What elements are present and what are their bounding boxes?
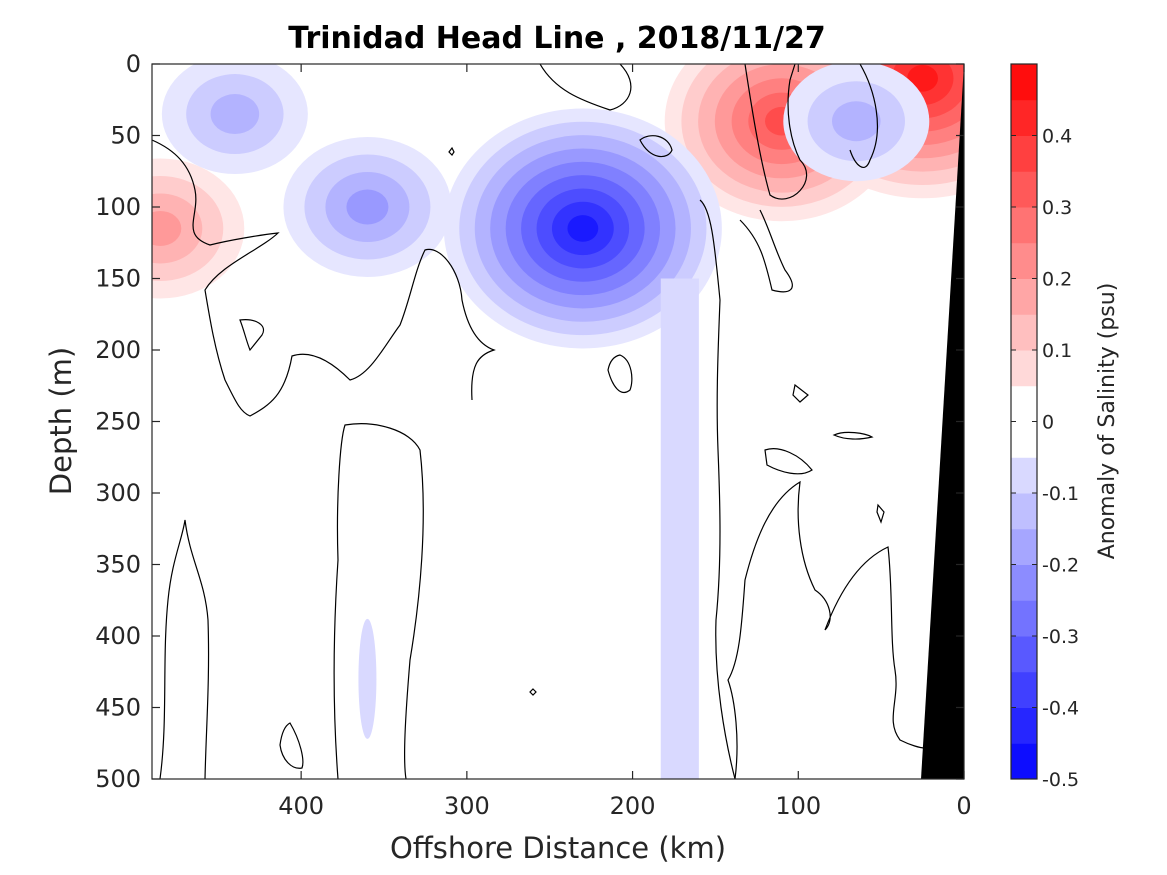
colorbar-band — [1011, 671, 1037, 708]
anomaly-band — [210, 94, 260, 135]
zero-contour — [529, 688, 537, 696]
colorbar-tick-label: -0.5 — [1042, 769, 1079, 791]
colorbar-band — [1011, 493, 1037, 530]
colorbar-band — [1011, 564, 1037, 601]
colorbar-band — [1011, 528, 1037, 565]
y-tick-label: 0 — [126, 50, 141, 78]
colorbar-band — [1011, 207, 1037, 244]
salinity-anomaly-field — [152, 64, 964, 779]
colorbar-band — [1011, 600, 1037, 637]
colorbar-band — [1011, 135, 1037, 172]
colorbar-band — [1011, 64, 1037, 101]
y-axis-label: Depth (m) — [44, 347, 78, 495]
colorbar-tick-label: -0.1 — [1042, 483, 1079, 505]
colorbar-tick-label: 0.3 — [1042, 197, 1072, 219]
x-tick-label: 100 — [775, 792, 821, 820]
y-tick-label: 250 — [95, 408, 141, 436]
bathymetry-seafloor — [921, 64, 964, 779]
y-tick-label: 300 — [95, 479, 141, 507]
y-tick-label: 400 — [95, 622, 141, 650]
y-tick-label: 50 — [110, 122, 141, 150]
zero-contour — [699, 199, 736, 779]
colorbar-band — [1011, 743, 1037, 780]
y-tick-label: 350 — [95, 551, 141, 579]
y-tick-label: 450 — [95, 694, 141, 722]
colorbar-bands — [1011, 64, 1037, 780]
x-axis: 400 300 200 100 0 — [278, 64, 972, 820]
y-tick-label: 100 — [95, 193, 141, 221]
zero-contours — [152, 64, 926, 779]
colorbar-tick-label: 0.4 — [1042, 126, 1072, 148]
colorbar-band — [1011, 278, 1037, 315]
zero-contour — [448, 146, 455, 156]
colorbar-band — [1011, 707, 1037, 744]
y-axis: 0 50 100 150 200 250 300 350 400 450 500 — [95, 50, 964, 793]
x-tick-label: 200 — [610, 792, 656, 820]
y-tick-label: 500 — [95, 765, 141, 793]
colorbar-tick-label: 0.1 — [1042, 340, 1072, 362]
zero-contour — [607, 354, 633, 393]
colorbar-tick-label: -0.2 — [1042, 555, 1079, 577]
colorbar-label: Anomaly of Salinity (psu) — [1095, 283, 1120, 560]
zero-contour — [539, 64, 632, 111]
colorbar-band — [1011, 636, 1037, 673]
colorbar-tick-label: 0.2 — [1042, 269, 1072, 291]
colorbar-ticks: 0.4 0.3 0.2 0.1 0 -0.1 -0.2 -0.3 -0.4 -0.5 — [1011, 126, 1079, 791]
anomaly-band — [907, 65, 938, 92]
colorbar-band — [1011, 242, 1037, 279]
colorbar: 0.4 0.3 0.2 0.1 0 -0.1 -0.2 -0.3 -0.4 -0.5 Anomal… — [1010, 63, 1120, 791]
x-tick-label: 0 — [956, 792, 971, 820]
y-tick-label: 150 — [95, 265, 141, 293]
zero-contour — [739, 209, 793, 293]
zero-contour — [639, 135, 673, 158]
x-axis-label: Offshore Distance (km) — [390, 831, 726, 865]
colorbar-tick-label: -0.4 — [1042, 698, 1079, 720]
zero-contour — [764, 448, 813, 475]
colorbar-tick-label: 0 — [1042, 412, 1054, 434]
colorbar-band — [1011, 385, 1037, 422]
chart-title: Trinidad Head Line , 2018/11/27 — [288, 21, 825, 56]
zero-contour — [849, 64, 879, 168]
zero-contour — [876, 503, 885, 524]
x-tick-label: 300 — [444, 792, 490, 820]
zero-contour — [152, 139, 496, 417]
x-tick-label: 400 — [278, 792, 324, 820]
zero-contour — [792, 383, 809, 403]
zero-contour — [279, 722, 304, 769]
colorbar-tick-label: -0.3 — [1042, 626, 1079, 648]
anomaly-band — [346, 189, 389, 225]
colorbar-band — [1011, 421, 1037, 458]
zero-contour — [832, 431, 874, 440]
zero-contour — [727, 480, 926, 779]
y-tick-label: 200 — [95, 336, 141, 364]
zero-contour — [239, 319, 264, 352]
zero-contour — [744, 64, 808, 200]
colorbar-band — [1011, 171, 1037, 208]
zero-contour — [333, 423, 424, 779]
colorbar-band — [1011, 350, 1037, 387]
anomaly-band — [567, 215, 599, 242]
zero-contour — [159, 519, 210, 779]
colorbar-band — [1011, 99, 1037, 136]
anomaly-band — [660, 278, 699, 779]
anomaly-band — [152, 210, 182, 246]
plot-area — [152, 64, 964, 779]
anomaly-band — [358, 618, 377, 739]
colorbar-band — [1011, 314, 1037, 351]
colorbar-band — [1011, 457, 1037, 494]
anomaly-band — [831, 101, 881, 142]
